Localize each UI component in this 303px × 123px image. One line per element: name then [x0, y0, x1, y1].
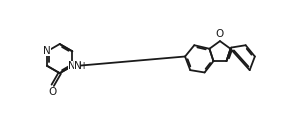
Text: O: O: [216, 29, 224, 39]
Text: N: N: [74, 61, 81, 71]
Text: N: N: [68, 61, 76, 71]
Text: O: O: [48, 87, 57, 97]
Text: N: N: [43, 46, 51, 56]
Text: H: H: [78, 62, 84, 71]
